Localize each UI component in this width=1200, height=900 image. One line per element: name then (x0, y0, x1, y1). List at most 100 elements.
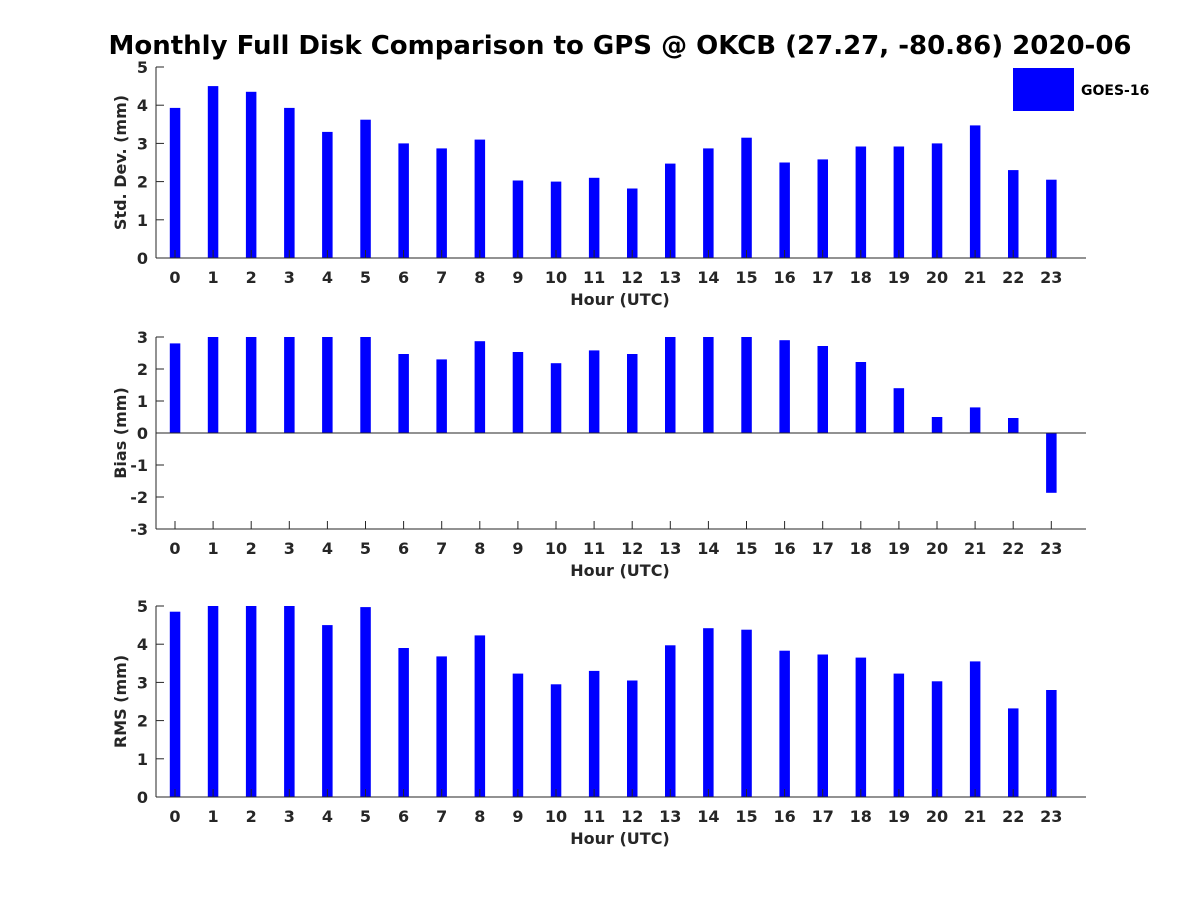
std-dev-xtick-label: 13 (659, 268, 681, 287)
bias-xtick-label: 6 (398, 539, 409, 558)
rms-xtick-label: 16 (773, 807, 795, 826)
bias-bar-3 (284, 337, 295, 433)
rms-xtick-label: 2 (246, 807, 257, 826)
rms-xtick-label: 15 (735, 807, 757, 826)
rms-bar-8 (474, 635, 486, 797)
bias-xtick-label: 1 (208, 539, 219, 558)
std-dev-xtick-label: 1 (208, 268, 219, 287)
std-dev-bar-15 (741, 137, 752, 258)
std-dev-xtick-label: 5 (360, 268, 371, 287)
rms-bar-0 (169, 611, 181, 797)
bias-ytick-label: -2 (130, 488, 148, 507)
rms-xtick-label: 19 (888, 807, 910, 826)
rms-ytick-label: 4 (137, 635, 148, 654)
std-dev-bar-13 (665, 163, 676, 258)
bias-bar-23 (1046, 433, 1057, 493)
std-dev-ytick-label: 5 (137, 58, 148, 77)
bias-bar-15 (741, 337, 752, 433)
rms-bar-18 (855, 657, 867, 797)
bias-ytick-label: 1 (137, 392, 148, 411)
std-dev-ytick-label: 3 (137, 134, 148, 153)
bias-xtick-label: 14 (697, 539, 719, 558)
rms-xtick-label: 13 (659, 807, 681, 826)
bias-ytick-label: 0 (137, 424, 148, 443)
std-dev-xtick-label: 8 (474, 268, 485, 287)
std-dev-bar-17 (817, 159, 828, 258)
std-dev-xtick-label: 11 (583, 268, 605, 287)
legend-swatch (1013, 68, 1074, 111)
rms-ytick-label: 1 (137, 750, 148, 769)
bias-bar-19 (893, 388, 905, 433)
rms-x-axis-label: Hour (UTC) (570, 829, 670, 848)
std-dev-xtick-label: 10 (545, 268, 567, 287)
std-dev-bar-14 (703, 148, 714, 258)
legend-label: GOES-16 (1081, 83, 1149, 99)
rms-bar-7 (436, 656, 447, 797)
bias-xtick-label: 19 (888, 539, 910, 558)
std-dev-xtick-label: 6 (398, 268, 409, 287)
rms-bar-17 (817, 654, 828, 797)
rms-bar-2 (245, 606, 257, 797)
rms-xtick-label: 10 (545, 807, 567, 826)
std-dev-xtick-label: 4 (322, 268, 333, 287)
std-dev-bar-9 (512, 180, 524, 258)
bias-xtick-label: 11 (583, 539, 605, 558)
legend: GOES-16 (1013, 68, 1149, 111)
std-dev-bar-19 (893, 146, 905, 258)
std-dev-xtick-label: 3 (284, 268, 295, 287)
bias-xtick-label: 9 (512, 539, 523, 558)
bias-xtick-label: 18 (850, 539, 872, 558)
bias-bar-5 (360, 337, 371, 433)
bias-xtick-label: 10 (545, 539, 567, 558)
bias-x-axis-label: Hour (UTC) (570, 561, 670, 580)
std-dev-xtick-label: 19 (888, 268, 910, 287)
rms-xtick-label: 7 (436, 807, 447, 826)
bias-bar-4 (322, 337, 333, 433)
rms-bar-3 (284, 606, 295, 797)
bias-ytick-label: 3 (137, 328, 148, 347)
std-dev-bar-22 (1008, 170, 1019, 258)
bias-bar-22 (1008, 418, 1019, 433)
std-dev-xtick-label: 22 (1002, 268, 1024, 287)
rms-xtick-label: 21 (964, 807, 986, 826)
rms-xtick-label: 8 (474, 807, 485, 826)
rms-bar-6 (398, 648, 409, 797)
std-dev-bar-2 (245, 91, 257, 258)
std-dev-bar-7 (436, 148, 447, 258)
rms-bar-22 (1008, 708, 1019, 797)
rms-xtick-label: 5 (360, 807, 371, 826)
std-dev-xtick-label: 23 (1040, 268, 1062, 287)
bias-bar-14 (703, 337, 714, 433)
rms-bar-4 (322, 625, 333, 797)
rms-ytick-label: 2 (137, 712, 148, 731)
bias-bar-10 (550, 363, 562, 433)
rms-bar-9 (512, 673, 524, 797)
rms-xtick-label: 3 (284, 807, 295, 826)
std-dev-xtick-label: 18 (850, 268, 872, 287)
bias-bar-7 (436, 359, 447, 433)
rms-xtick-label: 17 (812, 807, 834, 826)
std-dev-bar-6 (398, 143, 409, 258)
bias-xtick-label: 22 (1002, 539, 1024, 558)
std-dev-bar-1 (207, 86, 219, 258)
rms-bar-14 (703, 628, 714, 797)
bias-bar-21 (969, 407, 981, 433)
std-dev-bar-11 (588, 177, 600, 258)
bias-xtick-label: 2 (246, 539, 257, 558)
rms-xtick-label: 18 (850, 807, 872, 826)
bias-xtick-label: 15 (735, 539, 757, 558)
bias-ytick-label: 2 (137, 360, 148, 379)
rms-ytick-label: 5 (137, 597, 148, 616)
rms-xtick-label: 22 (1002, 807, 1024, 826)
std-dev-xtick-label: 2 (246, 268, 257, 287)
bias-bar-20 (931, 417, 943, 433)
bias-xtick-label: 4 (322, 539, 333, 558)
rms-bar-12 (627, 680, 638, 797)
std-dev-bar-20 (931, 143, 943, 258)
bias-bar-2 (245, 337, 257, 433)
bias-bar-9 (512, 352, 524, 433)
bias-bar-16 (779, 340, 790, 433)
std-dev-bar-16 (779, 162, 790, 258)
